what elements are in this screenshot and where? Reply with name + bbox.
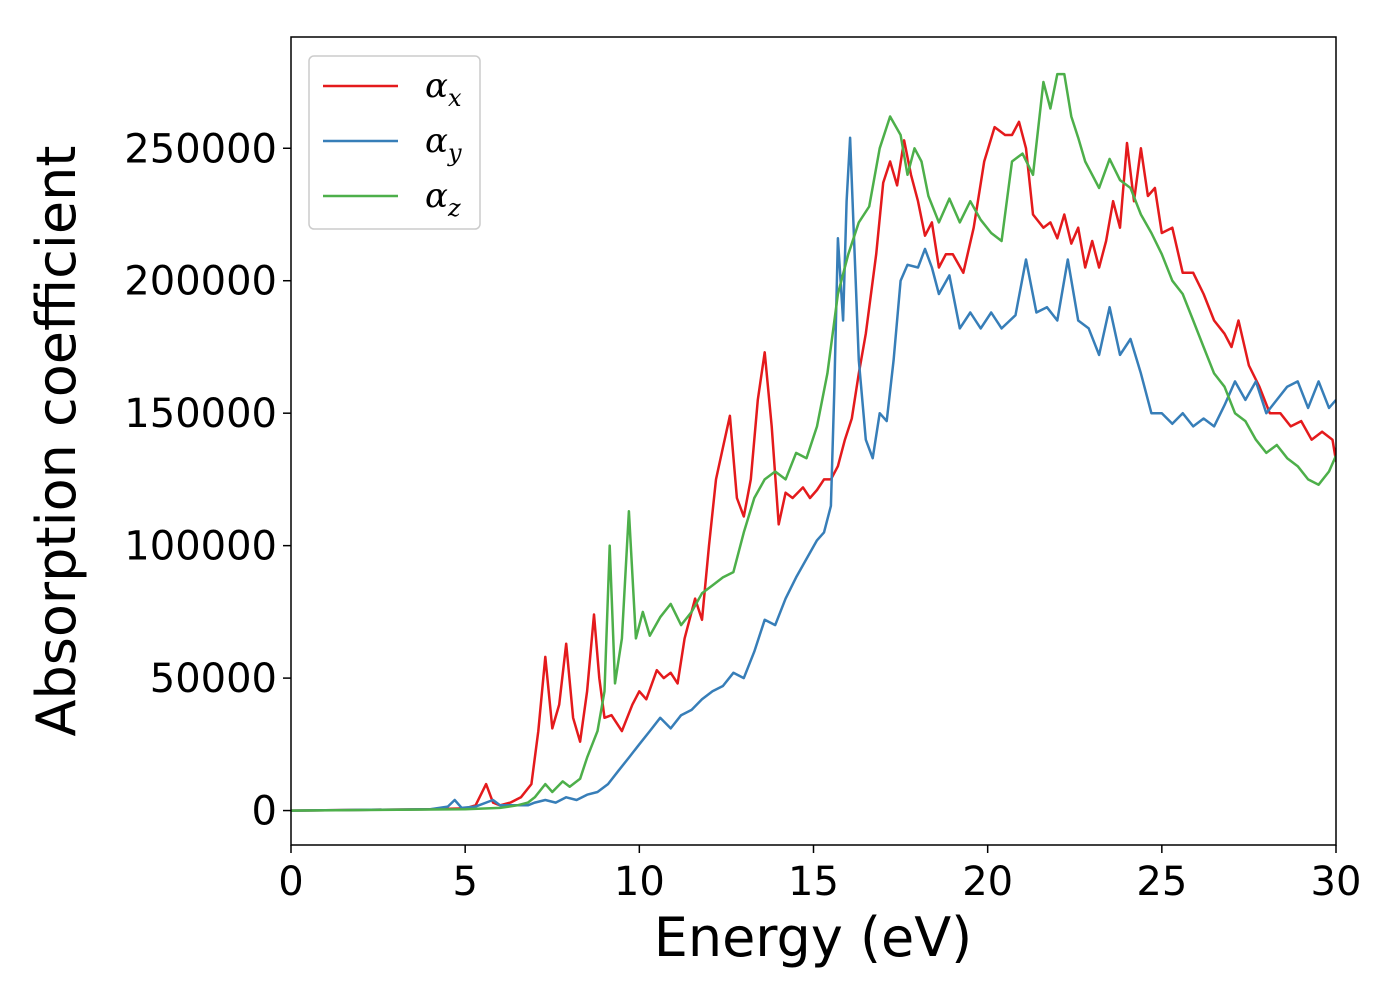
- series-layer: [291, 72, 1336, 812]
- x-tick-label: 25: [1136, 859, 1187, 905]
- x-axis-label: Energy (eV): [654, 906, 973, 969]
- y-tick-label: 100000: [124, 524, 277, 570]
- y-tick-label: 200000: [124, 259, 277, 305]
- legend-box: [308, 55, 481, 230]
- x-tick-label: 10: [614, 859, 665, 905]
- x-tick-label: 20: [962, 859, 1013, 905]
- x-tick-label: 5: [452, 859, 477, 905]
- x-tick-label: 15: [788, 859, 839, 905]
- y-tick-label: 0: [252, 789, 277, 835]
- y-axis-ticks: 0 50000 100000 150000 200000 250000: [124, 126, 291, 835]
- series-line-x: [291, 120, 1336, 812]
- y-tick-label: 250000: [124, 126, 277, 172]
- y-axis-label: Absorption coefficient: [25, 146, 88, 737]
- x-tick-label: 0: [278, 859, 303, 905]
- series-line-y: [291, 136, 1336, 812]
- x-tick-label: 30: [1311, 859, 1362, 905]
- y-tick-label: 150000: [124, 391, 277, 437]
- y-tick-label: 50000: [150, 656, 277, 702]
- x-axis-ticks: 0 5 10 15 20 25 30: [278, 845, 1361, 905]
- series-line-z: [291, 72, 1336, 812]
